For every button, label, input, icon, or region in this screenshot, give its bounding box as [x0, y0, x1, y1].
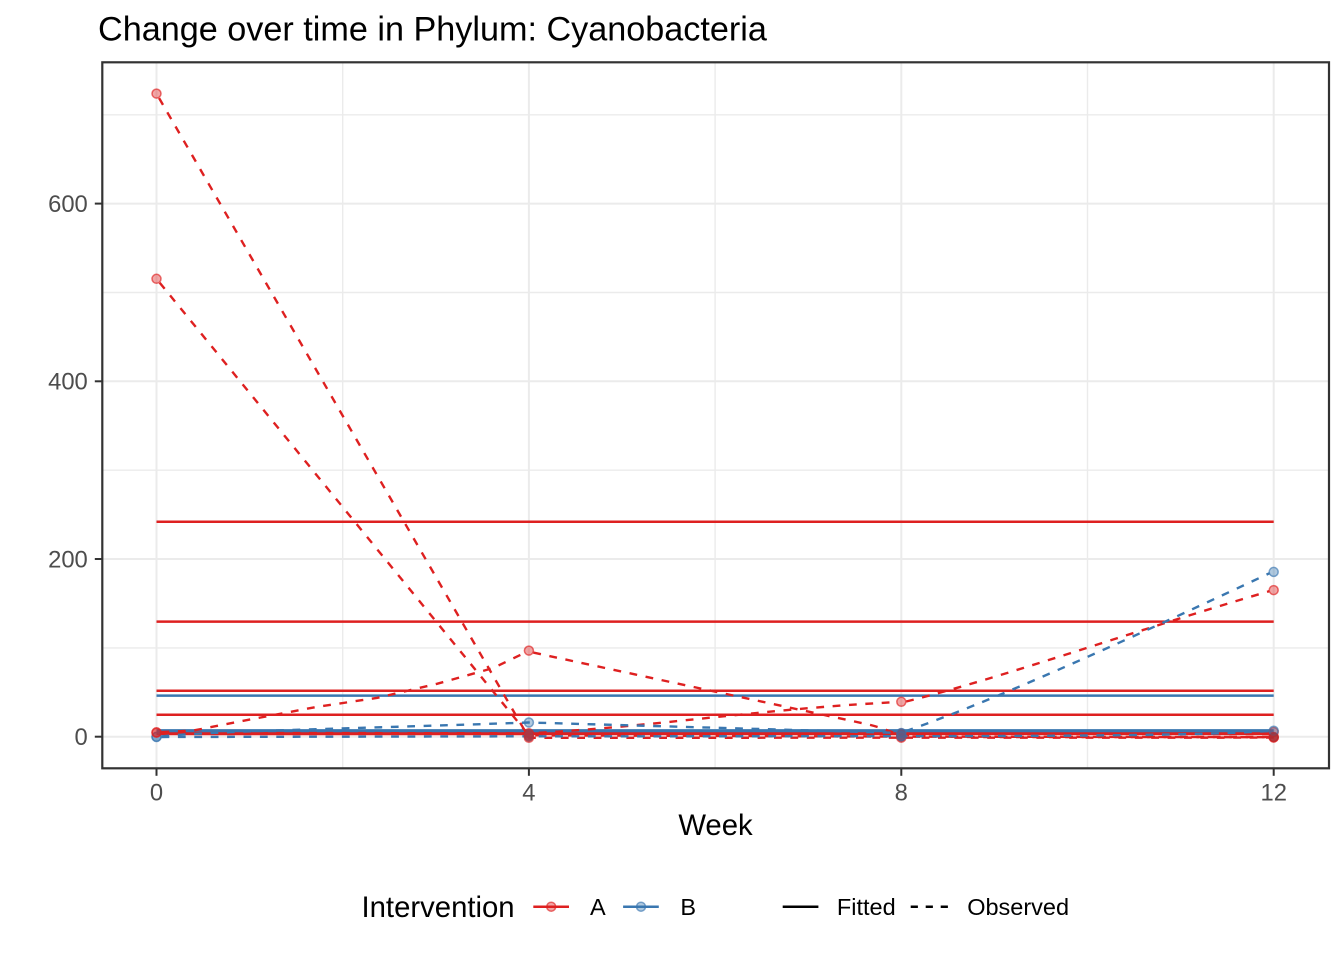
svg-text:B: B	[680, 894, 696, 920]
svg-text:4: 4	[522, 780, 535, 807]
svg-text:8: 8	[895, 780, 908, 807]
svg-text:200: 200	[48, 546, 88, 573]
svg-text:Change over time in Phylum: Cy: Change over time in Phylum: Cyanobacteri…	[98, 11, 768, 49]
svg-text:A: A	[590, 894, 606, 920]
svg-text:Observed: Observed	[967, 894, 1069, 920]
svg-text:600: 600	[48, 191, 88, 218]
svg-text:Intervention: Intervention	[362, 891, 515, 924]
svg-text:Week: Week	[678, 809, 753, 842]
svg-text:Fitted: Fitted	[837, 894, 896, 920]
svg-text:400: 400	[48, 369, 88, 396]
svg-text:0: 0	[75, 724, 88, 751]
svg-text:12: 12	[1260, 780, 1286, 807]
svg-text:0: 0	[150, 780, 163, 807]
